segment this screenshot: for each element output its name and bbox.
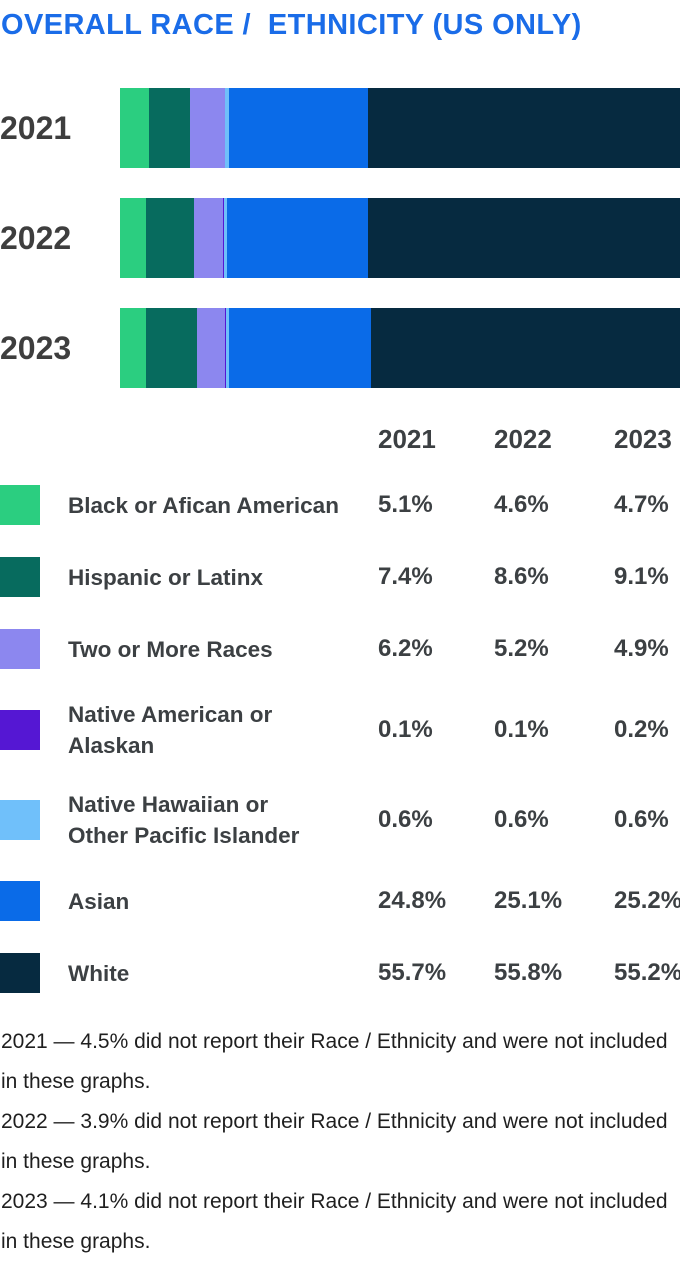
value-2023: 9.1% xyxy=(614,563,669,590)
bar-segment-hispanic-or-latinx xyxy=(148,88,191,168)
bar-segment-two-or-more-races xyxy=(190,88,225,168)
bar-segment-black-or-afican-american xyxy=(120,308,147,388)
value-2022: 55.8% xyxy=(494,959,563,986)
legend-label: White xyxy=(68,960,130,986)
value-2022: 0.6% xyxy=(494,806,549,833)
bar-row-2021: 2021 xyxy=(0,88,680,168)
bar-segment-hispanic-or-latinx xyxy=(146,308,198,388)
bar-segment-white xyxy=(370,308,680,388)
legend-swatch-icon xyxy=(0,710,40,750)
legend-swatch-icon xyxy=(0,557,40,597)
bar-segment-native-american-or-alaskan xyxy=(223,198,224,278)
bar-year-label: 2021 xyxy=(0,110,72,146)
year-column-header-2023: 2023 xyxy=(614,424,672,454)
stacked-bar-2023 xyxy=(120,308,680,388)
legend-row-two-or-more-races: Two or More Races 6.2% 5.2% 4.9% xyxy=(0,627,680,671)
legend-row-native-american-or-alaskan: Native American or Alaskan 0.1% 0.1% 0.2… xyxy=(0,699,680,761)
value-2021: 0.1% xyxy=(378,716,433,743)
value-2023: 4.9% xyxy=(614,635,669,662)
legend-label: Asian xyxy=(68,888,130,914)
bar-segment-asian xyxy=(226,198,368,278)
legend-row-asian: Asian 24.8% 25.1% 25.2% xyxy=(0,879,680,923)
legend-label: Native Hawaiian or Other Pacific Islande… xyxy=(68,792,300,848)
legend-row-black-or-afican-american: Black or Afican American 5.1% 4.6% 4.7% xyxy=(0,483,680,527)
value-2022: 0.1% xyxy=(494,716,549,743)
bar-segment-black-or-afican-american xyxy=(120,88,149,168)
legend-label: Two or More Races xyxy=(68,636,273,662)
value-2023: 4.7% xyxy=(614,491,669,518)
bar-segment-two-or-more-races xyxy=(197,308,225,388)
value-2021: 5.1% xyxy=(378,491,433,518)
bar-segment-white xyxy=(367,88,680,168)
value-2021: 7.4% xyxy=(378,563,433,590)
value-2023: 55.2% xyxy=(614,959,680,986)
value-2021: 24.8% xyxy=(378,887,447,914)
bar-segment-white xyxy=(367,198,680,278)
value-2022: 8.6% xyxy=(494,563,549,590)
legend-header-row: 2021 2022 2023 xyxy=(0,424,680,455)
bar-segment-native-hawaiian-or-other-pacific-islander xyxy=(225,308,230,388)
legend-swatch-icon xyxy=(0,953,40,993)
bar-segment-native-hawaiian-or-other-pacific-islander xyxy=(223,198,227,278)
value-2022: 5.2% xyxy=(494,635,549,662)
legend-row-native-hawaiian-or-other-pacific-islander: Native Hawaiian or Other Pacific Islande… xyxy=(0,789,680,851)
bar-segment-native-american-or-alaskan xyxy=(224,308,226,388)
bar-segment-two-or-more-races xyxy=(193,198,224,278)
bar-year-label: 2022 xyxy=(0,220,72,256)
value-2021: 0.6% xyxy=(378,806,433,833)
footnotes: 2021 — 4.5% did not report their Race / … xyxy=(1,1022,680,1262)
year-column-header-2022: 2022 xyxy=(494,424,552,454)
bar-segment-hispanic-or-latinx xyxy=(145,198,194,278)
legend-label: Hispanic or Latinx xyxy=(68,564,264,590)
bar-year-label: 2023 xyxy=(0,330,72,366)
footnote-2023: 2023 — 4.1% did not report their Race / … xyxy=(1,1190,668,1253)
stacked-bar-2021 xyxy=(120,88,680,168)
legend-table: 2021 2022 2023 Black or Afican American … xyxy=(0,424,680,1023)
bar-row-2023: 2023 xyxy=(0,308,680,388)
bar-segment-black-or-afican-american xyxy=(120,198,146,278)
stacked-bar-chart: 2021 2022 2023 xyxy=(0,88,680,388)
value-2023: 0.2% xyxy=(614,716,669,743)
legend-swatch-icon xyxy=(0,800,40,840)
legend-row-white: White 55.7% 55.8% 55.2% xyxy=(0,951,680,995)
bar-segment-asian xyxy=(229,308,371,388)
footnote-2022: 2022 — 3.9% did not report their Race / … xyxy=(1,1110,668,1173)
bar-segment-asian xyxy=(228,88,368,168)
bar-segment-native-hawaiian-or-other-pacific-islander xyxy=(225,88,229,168)
legend-row-hispanic-or-latinx: Hispanic or Latinx 7.4% 8.6% 9.1% xyxy=(0,555,680,599)
value-2022: 25.1% xyxy=(494,887,563,914)
legend-label: Black or Afican American xyxy=(68,492,339,518)
legend-swatch-icon xyxy=(0,881,40,921)
stacked-bar-2022 xyxy=(120,198,680,278)
value-2023: 25.2% xyxy=(614,887,680,914)
bar-row-2022: 2022 xyxy=(0,198,680,278)
footnote-2021: 2021 — 4.5% did not report their Race / … xyxy=(1,1030,668,1093)
value-2022: 4.6% xyxy=(494,491,549,518)
value-2021: 6.2% xyxy=(378,635,433,662)
legend-swatch-icon xyxy=(0,485,40,525)
value-2023: 0.6% xyxy=(614,806,669,833)
value-2021: 55.7% xyxy=(378,959,447,986)
bar-segment-native-american-or-alaskan xyxy=(224,88,226,168)
page-title: OVERALL RACE / ETHNICITY (US ONLY) xyxy=(1,9,582,41)
legend-label: Native American or Alaskan xyxy=(68,702,273,758)
legend-swatch-icon xyxy=(0,629,40,669)
year-column-header-2021: 2021 xyxy=(378,424,436,454)
